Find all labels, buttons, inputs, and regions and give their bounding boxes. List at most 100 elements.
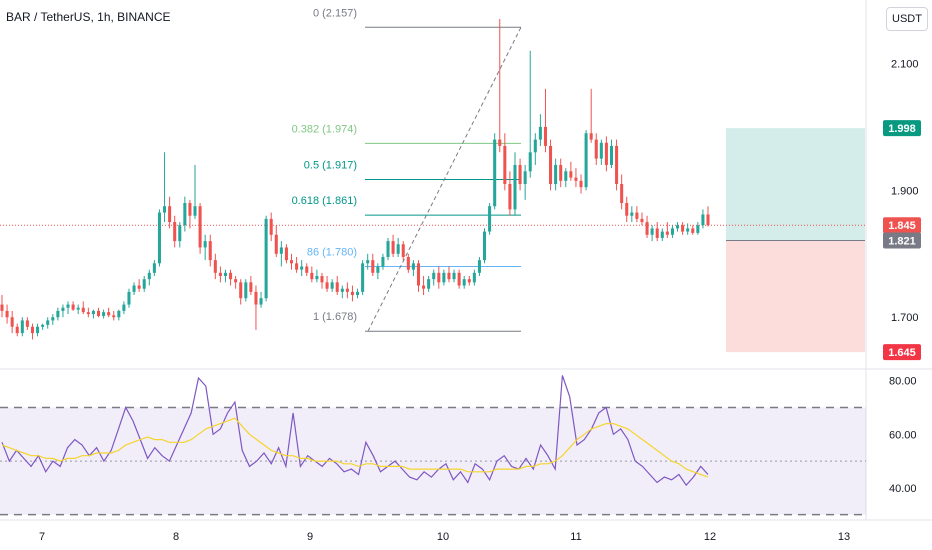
candle-body	[513, 164, 517, 210]
candle-body	[635, 212, 639, 219]
candle-body	[117, 310, 121, 318]
candle-body	[503, 145, 507, 184]
candle-body	[467, 279, 471, 283]
candle-body	[56, 310, 60, 318]
candle-body	[127, 291, 131, 305]
candle-body	[264, 218, 268, 299]
fib-level-label: 0.382 (1.974)	[292, 123, 357, 135]
candle-body	[528, 152, 532, 172]
candle-body	[300, 266, 304, 270]
time-tick-label: 13	[838, 531, 850, 543]
candle-body	[538, 126, 542, 140]
fib-level-label: 0.5 (1.917)	[304, 160, 357, 172]
target-zone	[726, 128, 865, 241]
candle-body	[670, 228, 674, 235]
candle-body	[437, 272, 441, 283]
candle-body	[234, 279, 238, 283]
candle-body	[218, 272, 222, 276]
candle-body	[406, 256, 410, 270]
currency-button[interactable]: USDT	[886, 7, 928, 31]
candle-body	[91, 310, 95, 315]
candle-body	[630, 212, 634, 216]
candle-body	[305, 266, 309, 273]
candle-body	[289, 260, 294, 264]
candle-body	[223, 272, 228, 276]
candle-body	[315, 276, 319, 280]
candle-body	[442, 272, 446, 283]
time-tick-label: 7	[39, 531, 45, 543]
candle-body	[350, 291, 354, 296]
candle-body	[391, 241, 395, 254]
candle-body	[508, 184, 512, 210]
candle-body	[386, 241, 390, 257]
candle-body	[213, 260, 217, 273]
candle-body	[259, 298, 263, 305]
candle-body	[615, 145, 619, 184]
candle-body	[51, 317, 55, 321]
price-label-badge	[883, 232, 921, 249]
candle-body	[157, 212, 161, 264]
rsi-tick-label: 60.00	[889, 429, 917, 441]
candle-body	[549, 145, 553, 184]
candle-body	[178, 225, 182, 242]
candle-body	[335, 282, 339, 292]
candle-body	[493, 139, 497, 207]
price-tick-label: 1.700	[891, 312, 919, 324]
candle-body	[36, 326, 40, 334]
candle-body	[411, 263, 415, 270]
price-label-badge	[883, 344, 921, 361]
candle-body	[488, 206, 492, 232]
candle-body	[41, 324, 45, 327]
time-tick-label: 12	[704, 531, 716, 543]
candle-body	[102, 312, 106, 316]
time-tick-label: 9	[307, 531, 313, 543]
candle-body	[284, 247, 288, 261]
candle-body	[325, 282, 329, 289]
candle-body	[163, 206, 167, 213]
candle-body	[564, 171, 568, 181]
candle-body	[345, 288, 349, 292]
candle-body	[168, 206, 172, 223]
candle-body	[330, 282, 334, 289]
candle-body	[86, 312, 90, 315]
candle-body	[655, 228, 659, 238]
candle-body	[686, 228, 690, 232]
price-tick-label: 1.900	[891, 185, 919, 197]
candle-body	[46, 320, 50, 325]
candle-body	[701, 214, 705, 226]
candle-body	[30, 326, 34, 334]
candle-body	[203, 241, 207, 248]
candle-body	[472, 272, 476, 283]
candle-body	[142, 279, 146, 289]
candle-body	[706, 214, 710, 226]
candle-body	[645, 222, 649, 235]
candle-body	[96, 310, 101, 316]
candle-body	[173, 222, 177, 242]
candle-body	[381, 256, 385, 267]
candle-body	[681, 225, 685, 232]
candle-body	[5, 310, 9, 318]
rsi-ma-line	[1, 417, 709, 478]
candle-body	[279, 247, 283, 254]
time-tick-label: 10	[437, 531, 449, 543]
candle-body	[589, 133, 593, 140]
candle-body	[457, 272, 461, 286]
price-label-text: 1.645	[888, 347, 916, 359]
fib-level-label: 1 (1.678)	[313, 311, 357, 323]
candle-body	[274, 234, 278, 254]
candle-body	[229, 272, 233, 280]
candle-body	[295, 263, 299, 270]
candle-body	[239, 282, 243, 299]
candle-body	[61, 307, 65, 311]
candle-body	[650, 228, 654, 235]
candle-body	[620, 184, 624, 204]
candle-body	[584, 133, 588, 188]
candle-body	[15, 326, 19, 334]
candle-body	[665, 231, 669, 235]
candle-body	[579, 180, 583, 188]
time-tick-label: 8	[173, 531, 179, 543]
candle-body	[427, 279, 431, 289]
candle-body	[198, 206, 202, 248]
candle-body	[477, 260, 481, 273]
